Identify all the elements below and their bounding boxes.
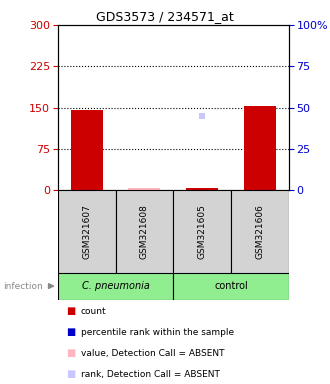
Text: C. pneumonia: C. pneumonia [82, 281, 149, 291]
Text: value, Detection Call = ABSENT: value, Detection Call = ABSENT [81, 349, 224, 358]
Bar [173, 273, 289, 300]
Bar [128, 189, 160, 190]
Bar [244, 106, 276, 190]
Bar [58, 190, 115, 273]
Bar [71, 110, 103, 190]
Text: rank, Detection Call = ABSENT: rank, Detection Call = ABSENT [81, 370, 220, 379]
Text: control: control [214, 281, 248, 291]
Bar [186, 189, 218, 190]
Text: GSM321605: GSM321605 [198, 204, 207, 259]
Text: count: count [81, 306, 107, 316]
Text: ■: ■ [66, 369, 75, 379]
Bar [115, 190, 173, 273]
Text: ■: ■ [66, 306, 75, 316]
Text: GSM321607: GSM321607 [82, 204, 91, 259]
Text: GSM321608: GSM321608 [140, 204, 149, 259]
Text: percentile rank within the sample: percentile rank within the sample [81, 328, 234, 337]
Bar [58, 273, 173, 300]
Text: ■: ■ [66, 348, 75, 358]
Text: ■: ■ [66, 327, 75, 337]
Bar [231, 190, 289, 273]
Bar [173, 190, 231, 273]
Text: GDS3573 / 234571_at: GDS3573 / 234571_at [96, 10, 234, 23]
Text: infection: infection [3, 281, 43, 291]
Text: GSM321606: GSM321606 [255, 204, 264, 259]
